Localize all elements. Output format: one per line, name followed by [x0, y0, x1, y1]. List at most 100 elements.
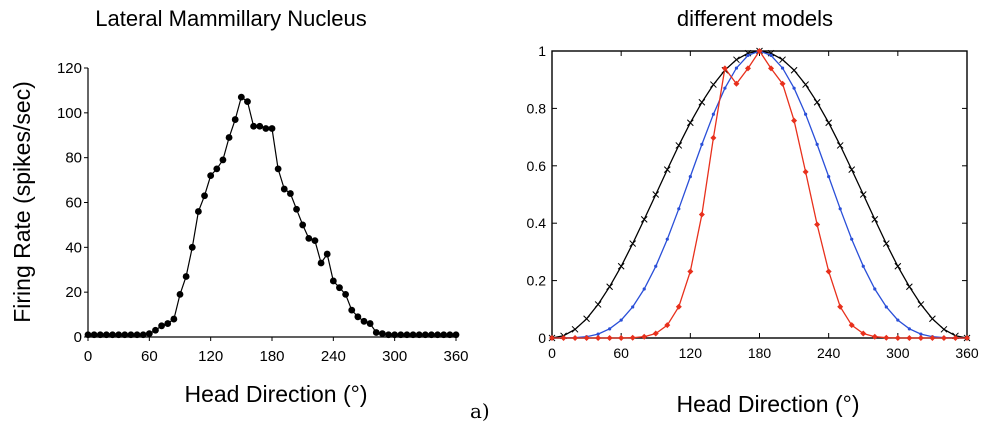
right-series-3-point	[825, 268, 832, 275]
left-data-point	[256, 122, 264, 130]
left-x-tick-label: 120	[198, 348, 223, 365]
left-data-point	[391, 331, 399, 339]
left-data-point	[403, 331, 411, 339]
right-series-1-point	[594, 301, 602, 308]
left-data-point	[342, 291, 349, 298]
x-mark-stroke	[698, 98, 706, 106]
left-data-point	[268, 125, 276, 132]
left-data-point	[409, 331, 417, 339]
right-series-line-2	[552, 50, 967, 339]
panel-label: a)	[470, 399, 490, 423]
left-data-point	[336, 284, 343, 292]
right-series-3-point	[698, 211, 705, 218]
x-mark-stroke	[859, 191, 867, 198]
left-data-point	[164, 320, 172, 327]
right-series-2-point	[700, 142, 704, 146]
right-series-1-point	[698, 98, 706, 106]
right-series-1-point	[571, 325, 579, 333]
left-data-point	[274, 165, 282, 173]
right-series-1-point	[825, 119, 833, 127]
x-mark-stroke	[640, 216, 648, 223]
right-series-2-point	[884, 305, 888, 309]
left-data-point	[219, 156, 227, 164]
left-data-point	[323, 250, 331, 258]
x-mark-stroke	[675, 142, 683, 149]
right-series-3-point	[883, 334, 890, 341]
x-mark-stroke	[663, 166, 671, 173]
right-series-2-point	[608, 327, 612, 331]
left-y-tick-label: 0	[74, 329, 82, 346]
left-data-point	[440, 331, 448, 339]
right-series-3-point	[618, 334, 625, 341]
right-series-3-point	[906, 335, 913, 341]
right-x-axis-label: Head Direction (°)	[676, 391, 859, 417]
right-series-1-point	[882, 240, 890, 247]
right-series-2-point	[907, 327, 911, 331]
left-data-point	[109, 331, 116, 339]
left-data-point	[360, 317, 368, 325]
right-series-3-point	[917, 335, 924, 341]
x-mark-stroke	[583, 315, 590, 323]
right-series-line-1	[551, 50, 968, 339]
right-series-2-point	[688, 174, 692, 179]
left-y-tick-label: 100	[57, 105, 82, 122]
left-y-tick-label: 120	[57, 60, 82, 77]
x-mark-stroke	[825, 119, 833, 127]
right-series-line-3	[552, 49, 967, 339]
right-series-3-point	[560, 335, 567, 341]
left-data-point	[207, 172, 215, 180]
right-series-2-point	[861, 264, 865, 268]
right-y-tick-label: 0	[538, 330, 546, 346]
right-series-2-point	[723, 86, 727, 90]
right-series-3-point	[595, 335, 602, 341]
left-data-point	[176, 291, 184, 298]
left-data-point	[372, 329, 380, 336]
left-data-point	[452, 331, 460, 339]
x-mark-stroke	[894, 262, 902, 270]
x-mark-stroke	[652, 191, 660, 198]
right-series-2-point	[642, 287, 646, 291]
right-series-1-point	[710, 81, 717, 88]
right-y-tick-label: 0.8	[527, 100, 547, 116]
x-mark-stroke	[710, 81, 717, 88]
left-data-point	[348, 306, 356, 314]
right-series-3-point	[814, 221, 821, 228]
x-mark-stroke	[940, 325, 948, 333]
right-series-1-point	[583, 315, 590, 323]
x-mark-stroke	[617, 262, 625, 270]
right-series-1-point	[652, 191, 660, 198]
right-series-3-point	[583, 335, 590, 341]
right-series-3-point	[664, 322, 671, 329]
left-data-point	[213, 165, 221, 173]
right-series-1-point	[779, 56, 786, 64]
x-mark-stroke	[686, 119, 694, 127]
left-data-point	[170, 315, 178, 323]
right-series-2-point	[619, 318, 623, 322]
left-data-point	[84, 331, 92, 339]
left-y-tick-label: 80	[65, 150, 82, 167]
x-mark-stroke	[871, 216, 879, 223]
left-data-point	[366, 320, 374, 327]
left-data-point	[287, 190, 294, 197]
left-data-point	[379, 330, 386, 338]
x-mark-stroke	[594, 301, 602, 308]
right-series-2-point	[654, 264, 658, 268]
right-series-2-point	[815, 142, 819, 146]
right-series-3-point	[929, 335, 936, 341]
x-mark-stroke	[629, 240, 637, 247]
right-series-1-point	[733, 56, 740, 64]
right-series-1-point	[675, 142, 683, 149]
left-x-tick-label: 360	[443, 348, 468, 365]
left-data-point	[428, 331, 435, 339]
left-data-point	[182, 273, 190, 280]
left-data-point	[305, 234, 313, 242]
right-series-3-point	[768, 65, 775, 72]
right-series-1-point	[917, 301, 925, 308]
right-series-2-point	[734, 66, 739, 70]
right-series-2-point	[631, 305, 635, 309]
left-data-point	[127, 331, 135, 339]
right-chart-title: different models	[677, 6, 833, 31]
left-data-point	[121, 331, 129, 339]
left-data-point	[90, 331, 98, 339]
